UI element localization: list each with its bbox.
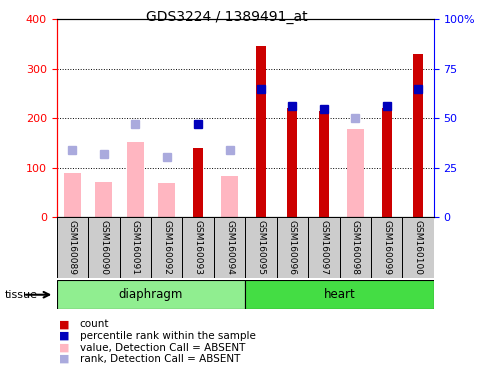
Bar <box>95 182 112 217</box>
Text: ■: ■ <box>59 331 70 341</box>
Text: GSM160090: GSM160090 <box>99 220 108 275</box>
Bar <box>277 217 308 278</box>
Bar <box>413 54 423 217</box>
Bar <box>158 183 176 217</box>
Text: ■: ■ <box>59 354 70 364</box>
Bar <box>57 280 245 309</box>
Bar <box>402 217 434 278</box>
Bar <box>256 46 266 217</box>
Text: GSM160097: GSM160097 <box>319 220 328 275</box>
Text: heart: heart <box>324 288 355 301</box>
Text: GSM160092: GSM160092 <box>162 220 171 275</box>
Bar <box>88 217 119 278</box>
Text: ■: ■ <box>59 343 70 353</box>
Bar <box>182 217 214 278</box>
Bar <box>64 174 81 217</box>
Text: GSM160089: GSM160089 <box>68 220 77 275</box>
Bar <box>57 217 88 278</box>
Bar <box>347 129 364 217</box>
Bar <box>214 217 246 278</box>
Text: diaphragm: diaphragm <box>119 288 183 301</box>
Text: GSM160096: GSM160096 <box>288 220 297 275</box>
Text: value, Detection Call = ABSENT: value, Detection Call = ABSENT <box>80 343 245 353</box>
Bar <box>221 176 238 217</box>
Text: GSM160100: GSM160100 <box>414 220 423 275</box>
Bar <box>382 108 392 217</box>
Text: GSM160098: GSM160098 <box>351 220 360 275</box>
Bar <box>151 217 182 278</box>
Text: GSM160093: GSM160093 <box>194 220 203 275</box>
Bar <box>371 217 402 278</box>
Text: GSM160091: GSM160091 <box>131 220 140 275</box>
Bar <box>245 217 277 278</box>
Text: GDS3224 / 1389491_at: GDS3224 / 1389491_at <box>146 10 308 23</box>
Bar <box>245 280 434 309</box>
Text: percentile rank within the sample: percentile rank within the sample <box>80 331 256 341</box>
Text: GSM160094: GSM160094 <box>225 220 234 275</box>
Text: GSM160099: GSM160099 <box>382 220 391 275</box>
Bar <box>127 142 144 217</box>
Text: tissue: tissue <box>5 290 38 300</box>
Bar <box>119 217 151 278</box>
Text: ■: ■ <box>59 319 70 329</box>
Text: rank, Detection Call = ABSENT: rank, Detection Call = ABSENT <box>80 354 240 364</box>
Bar <box>193 148 203 217</box>
Bar <box>340 217 371 278</box>
Text: GSM160095: GSM160095 <box>256 220 266 275</box>
Text: count: count <box>80 319 109 329</box>
Bar <box>319 111 329 217</box>
Bar <box>287 108 297 217</box>
Bar <box>308 217 340 278</box>
